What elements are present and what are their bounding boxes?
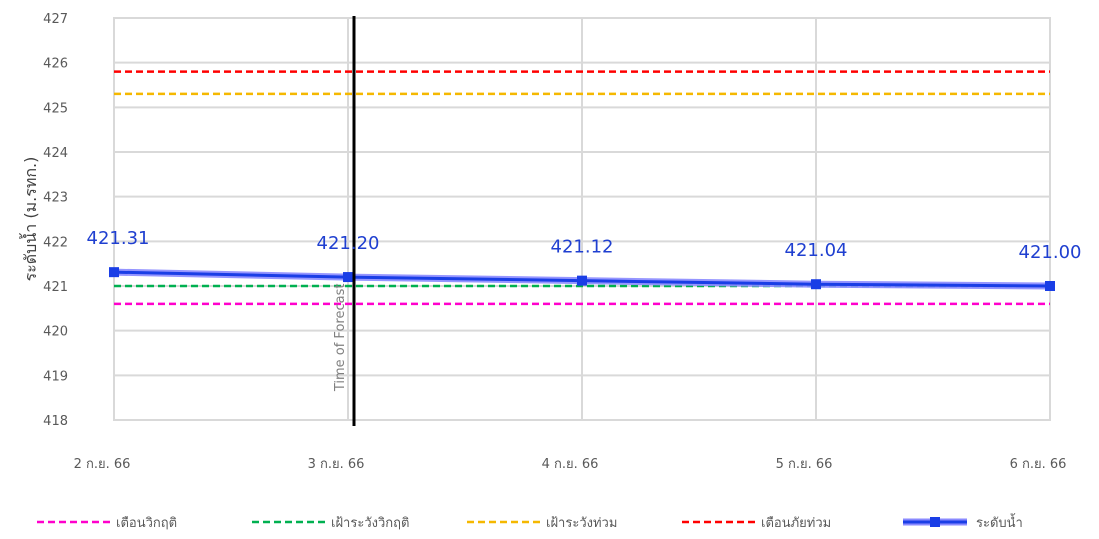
y-tick-label: 419 (43, 369, 68, 384)
x-tick-label: 3 ก.ย. 66 (308, 457, 365, 472)
data-point (109, 267, 119, 278)
data-label: 421.12 (551, 237, 614, 258)
y-tick-label: 424 (43, 146, 68, 161)
data-label: 421.20 (317, 233, 380, 254)
data-point (577, 275, 587, 286)
y-tick-label: 418 (43, 414, 68, 429)
data-labels: 421.31 421.20 421.12 421.04 421.00 (87, 228, 1082, 263)
y-tick-label: 425 (43, 101, 68, 116)
data-label: 421.04 (785, 240, 848, 261)
legend-label: เฝ้าระวังวิกฤติ (331, 516, 409, 531)
legend-label: เฝ้าระวังท่วม (546, 516, 617, 531)
legend-marker (930, 517, 940, 527)
y-axis-ticks: 418 419 420 421 422 423 424 425 426 427 (43, 12, 68, 429)
data-label: 421.00 (1019, 242, 1082, 263)
legend-label: เตือนภัยท่วม (761, 515, 831, 531)
forecast-annotation-text: Time of Forecast (333, 284, 348, 393)
y-tick-label: 422 (43, 235, 68, 250)
data-point (811, 279, 821, 290)
x-tick-label: 4 ก.ย. 66 (542, 457, 599, 472)
x-tick-label: 5 ก.ย. 66 (776, 457, 833, 472)
forecast-marker: Time of Forecast (333, 16, 356, 426)
y-tick-label: 423 (43, 191, 68, 206)
data-point (343, 272, 353, 283)
legend-label: ระดับน้ำ (976, 513, 1023, 531)
series-lines (109, 267, 1055, 291)
x-tick-label: 6 ก.ย. 66 (1010, 457, 1067, 472)
legend: เตือนวิกฤติ เฝ้าระวังวิกฤติ เฝ้าระวังท่วม เ… (37, 513, 1023, 531)
threshold-lines (114, 70, 1050, 306)
y-tick-label: 427 (43, 12, 68, 27)
data-point (1045, 281, 1055, 291)
y-tick-label: 421 (43, 280, 68, 295)
y-tick-label: 420 (43, 325, 68, 340)
y-axis-label: ระดับน้ำ (ม.รทก.) (19, 157, 40, 282)
x-tick-label: 2 ก.ย. 66 (74, 457, 131, 472)
legend-label: เตือนวิกฤติ (116, 515, 177, 531)
y-tick-label: 426 (43, 57, 68, 72)
x-axis-ticks: 2 ก.ย. 66 3 ก.ย. 66 4 ก.ย. 66 5 ก.ย. 66 6 ก.… (74, 457, 1067, 472)
data-label: 421.31 (87, 228, 150, 249)
gridlines (113, 17, 1051, 421)
